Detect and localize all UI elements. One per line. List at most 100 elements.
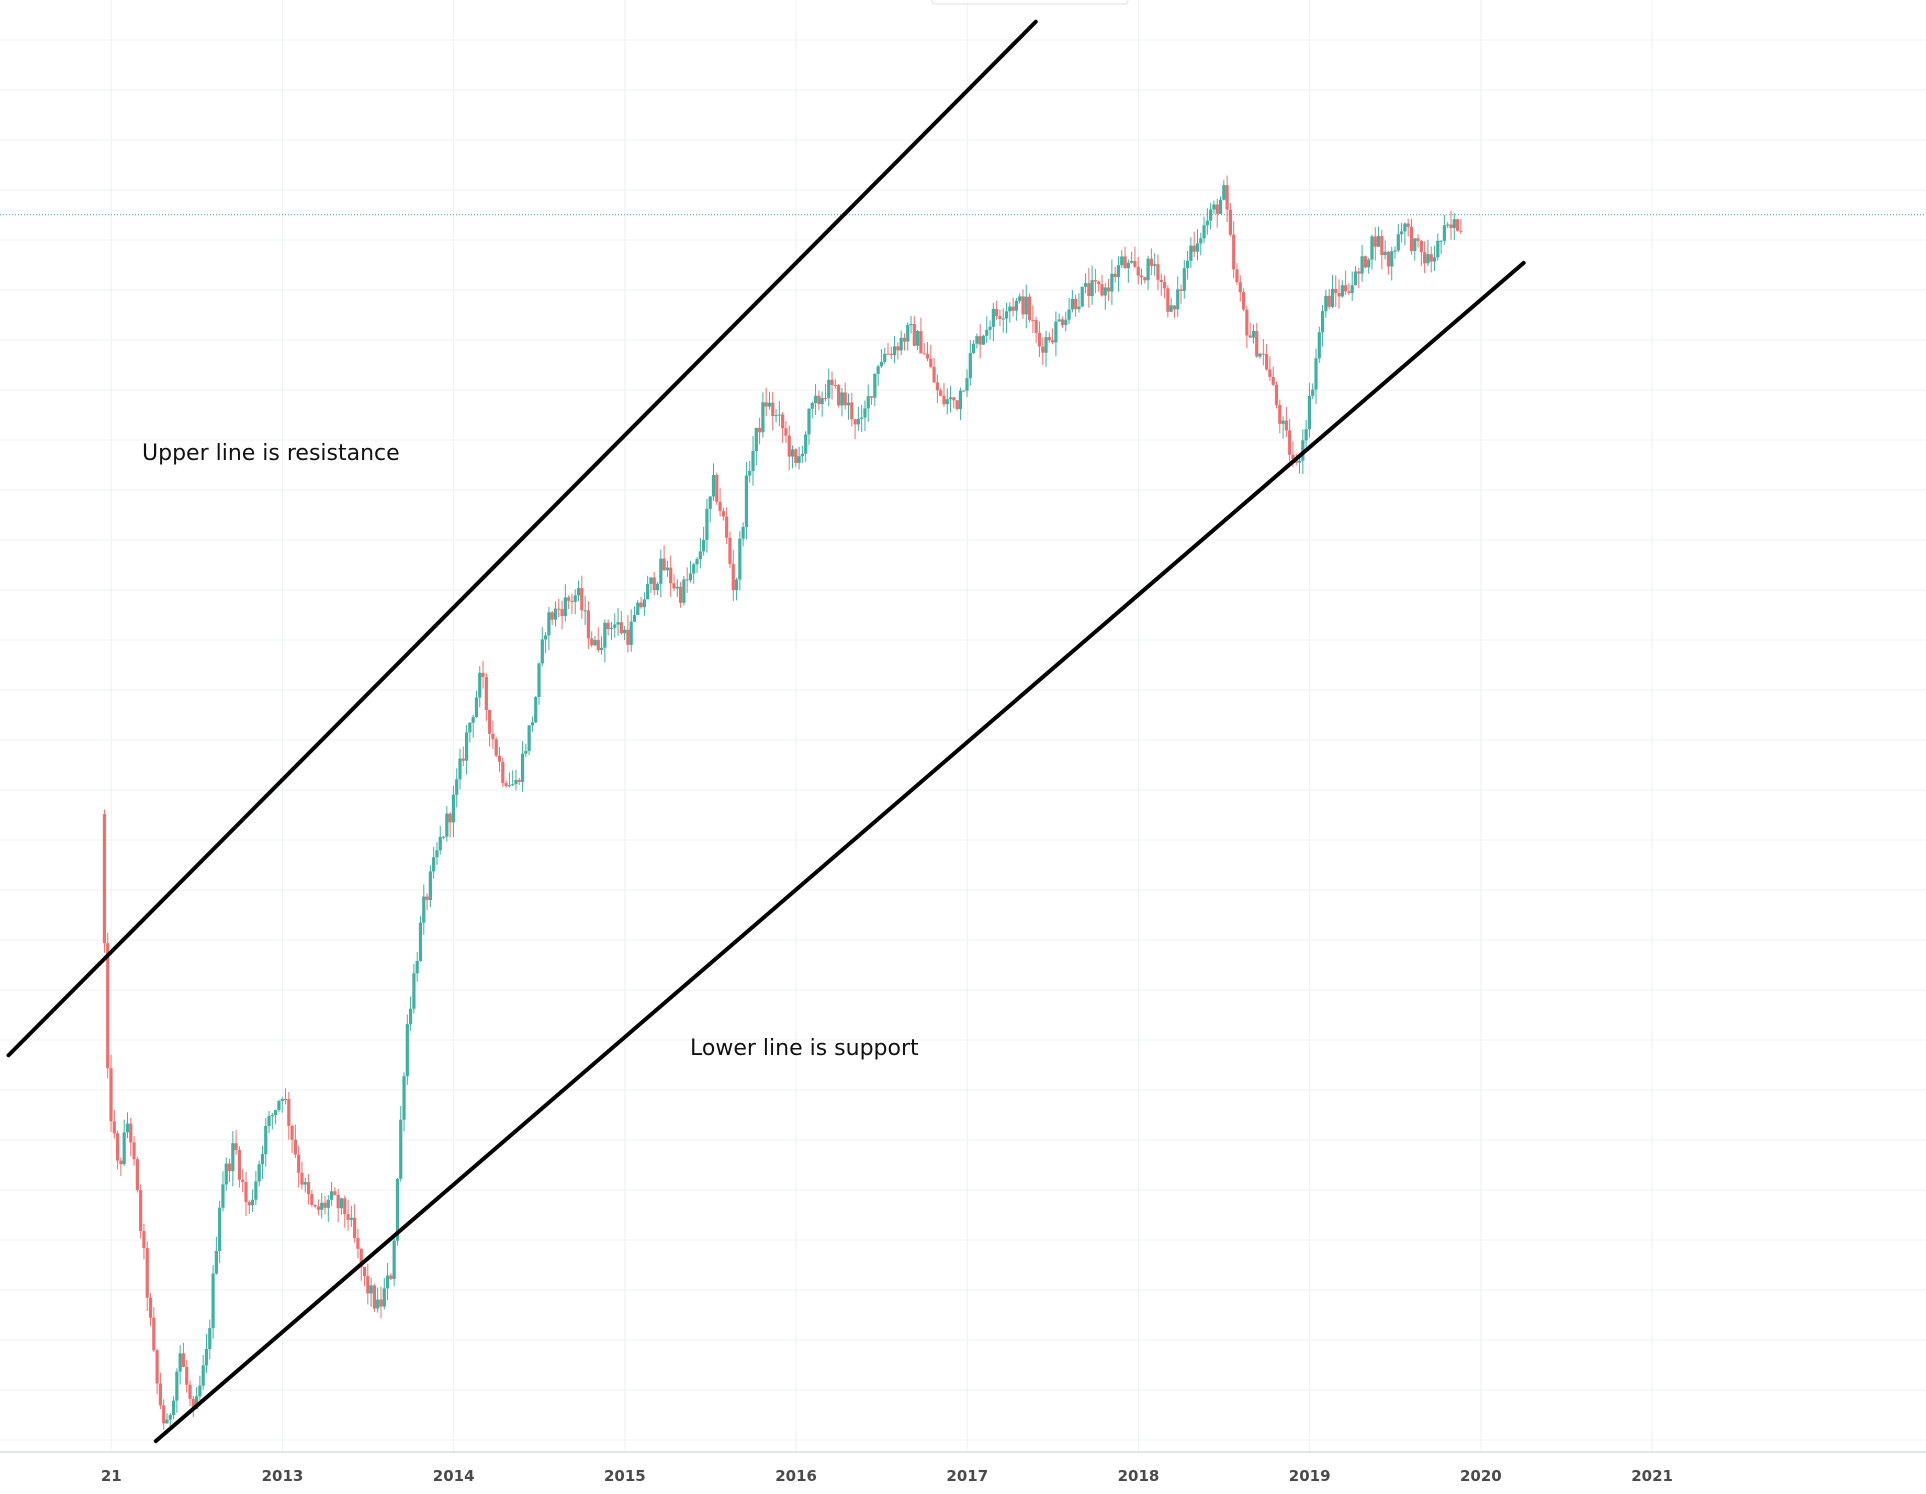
candle-body-121 <box>501 761 505 784</box>
candle-body-170 <box>662 558 666 571</box>
candle-body-296 <box>1077 306 1081 310</box>
candle-body-322 <box>1162 281 1167 289</box>
candle-body-268 <box>985 329 989 336</box>
candle-body-250 <box>925 353 930 359</box>
candle-body-76 <box>353 1217 357 1239</box>
candle-body-164 <box>642 599 646 608</box>
candle-body-141 <box>567 597 571 601</box>
candle-body-187 <box>718 501 722 512</box>
candle-body-407 <box>1442 225 1447 241</box>
candle-body-163 <box>639 602 643 608</box>
candle-body-27 <box>191 1398 195 1410</box>
candle-body-202 <box>767 402 772 407</box>
candle-body-144 <box>576 588 581 596</box>
resistance-trendline[interactable] <box>6 19 1038 1058</box>
candle-body-391 <box>1390 251 1394 267</box>
support-trendline[interactable] <box>153 260 1526 1444</box>
candle-body-169 <box>659 558 663 584</box>
candle-body-264 <box>972 343 976 354</box>
candle-body-317 <box>1146 258 1150 281</box>
candle-body-351 <box>1258 353 1262 357</box>
candle-body-258 <box>952 397 956 401</box>
candles <box>102 175 1463 1430</box>
candle-body-383 <box>1363 256 1367 268</box>
x-tick-label-8: 2020 <box>1460 1467 1502 1485</box>
candle-body-330 <box>1189 245 1193 261</box>
candle-body-201 <box>764 402 768 407</box>
candle-body-88 <box>392 1240 396 1279</box>
candle-body-112 <box>471 717 475 723</box>
candle-body-242 <box>899 337 903 351</box>
candle-body-18 <box>162 1405 166 1424</box>
candle-body-236 <box>879 361 884 367</box>
candle-body-173 <box>672 583 676 589</box>
candle-body-111 <box>468 722 472 733</box>
candle-body-98 <box>425 896 429 901</box>
candle-body-10 <box>135 1159 139 1191</box>
candle-body-137 <box>553 608 558 620</box>
candle-body-220 <box>827 379 831 398</box>
candle-body-175 <box>678 586 683 603</box>
candle-body-254 <box>939 390 943 396</box>
candle-body-273 <box>1001 318 1005 320</box>
candle-body-372 <box>1327 295 1331 307</box>
candle-body-4 <box>116 1133 120 1161</box>
candle-body-313 <box>1133 261 1137 267</box>
candle-body-178 <box>688 573 693 581</box>
candle-body-194 <box>741 526 745 539</box>
candle-body-234 <box>873 373 877 398</box>
candle-body-226 <box>846 402 851 406</box>
candle-body-89 <box>395 1178 400 1241</box>
candle-body-96 <box>418 922 423 961</box>
candle-body-184 <box>708 496 712 509</box>
candle-body-262 <box>965 378 969 391</box>
x-tick-label-1: 2013 <box>262 1467 304 1485</box>
candle-body-174 <box>675 586 679 589</box>
candle-body-278 <box>1018 296 1022 301</box>
candle-body-294 <box>1070 298 1074 310</box>
candle-body-291 <box>1060 319 1065 326</box>
candle-body-213 <box>804 434 808 454</box>
candle-body-40 <box>234 1143 238 1151</box>
candle-body-153 <box>606 622 610 629</box>
candle-body-390 <box>1386 251 1391 267</box>
candle-body-128 <box>524 750 528 754</box>
candle-body-60 <box>300 1172 304 1185</box>
annotation-support: Lower line is support <box>690 1036 919 1061</box>
candle-body-77 <box>356 1238 360 1249</box>
candle-body-131 <box>534 697 538 723</box>
candle-body-171 <box>665 567 670 571</box>
candle-body-139 <box>560 609 564 617</box>
candle-body-333 <box>1199 238 1203 244</box>
candle-body-288 <box>1051 340 1055 343</box>
candle-body-308 <box>1116 265 1121 278</box>
candle-body-256 <box>945 399 949 405</box>
candle-body-409 <box>1449 224 1453 229</box>
candle-body-389 <box>1383 251 1387 256</box>
candle-body-145 <box>580 588 584 611</box>
candle-body-320 <box>1156 264 1160 280</box>
candle-body-16 <box>155 1350 159 1384</box>
candle-body-125 <box>514 779 518 785</box>
candle-body-110 <box>464 732 469 761</box>
candle-body-162 <box>636 602 640 616</box>
toolbar-stub[interactable] <box>931 0 1129 5</box>
candle-body-265 <box>975 336 979 344</box>
candle-body-341 <box>1225 185 1229 210</box>
candle-body-404 <box>1432 257 1437 262</box>
candle-body-379 <box>1350 285 1354 294</box>
candle-body-203 <box>771 402 775 417</box>
candle-body-356 <box>1274 384 1279 405</box>
candle-body-72 <box>339 1198 344 1209</box>
candle-body-90 <box>399 1119 403 1179</box>
candle-body-345 <box>1238 282 1242 293</box>
candle-body-168 <box>655 583 660 591</box>
candle-body-73 <box>343 1198 347 1215</box>
candle-body-381 <box>1357 271 1361 274</box>
candle-body-359 <box>1284 420 1288 431</box>
candle-body-244 <box>906 324 910 342</box>
candle-body-49 <box>264 1126 268 1155</box>
candle-body-328 <box>1182 268 1186 291</box>
candle-body-210 <box>794 449 798 463</box>
